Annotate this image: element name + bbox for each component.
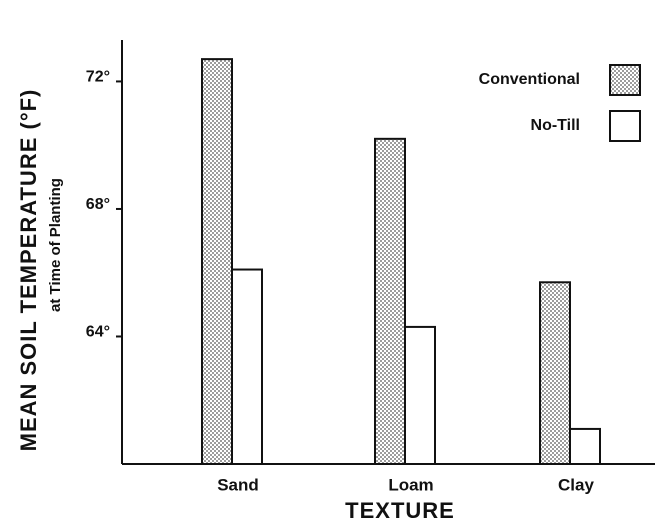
- x-tick-label: Sand: [217, 475, 259, 494]
- y-axis-label: MEAN SOIL TEMPERATURE (°F): [16, 89, 41, 452]
- bar: [201, 58, 233, 466]
- y-tick-label: 68°: [86, 196, 110, 213]
- y-tick-label: 64°: [86, 324, 110, 341]
- bar: [231, 268, 263, 466]
- bar: [539, 281, 571, 465]
- legend-label: No-Till: [531, 117, 580, 134]
- y-axis-sublabel: at Time of Planting: [47, 178, 64, 312]
- bar: [404, 325, 436, 465]
- x-axis-label: TEXTURE: [345, 498, 455, 523]
- legend-swatch: [609, 64, 641, 96]
- legend-swatch: [609, 110, 641, 142]
- y-tick-label: 72°: [86, 69, 110, 86]
- legend-label: Conventional: [479, 71, 580, 88]
- x-tick-label: Loam: [388, 475, 433, 494]
- bar: [569, 427, 601, 466]
- x-tick-label: Clay: [558, 475, 594, 494]
- bar: [374, 137, 406, 466]
